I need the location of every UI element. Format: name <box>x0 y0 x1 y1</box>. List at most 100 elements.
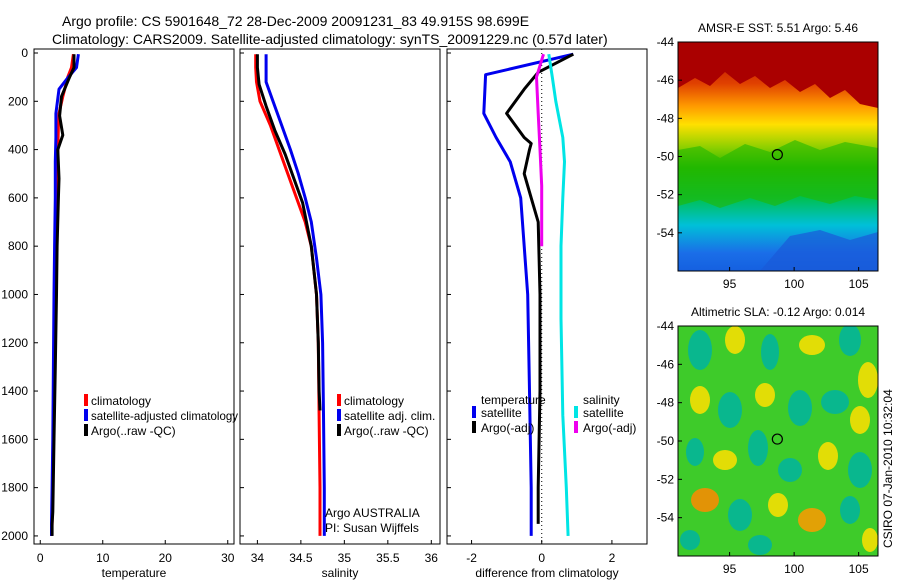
map-y-tick-label: -44 <box>657 319 675 333</box>
figure-title-line1: Argo profile: CS 5901648_72 28-Dec-2009 … <box>62 13 529 29</box>
legend-swatch-temp-argo <box>472 421 476 433</box>
legend-label-satellite: satellite-adjusted climatology <box>91 409 238 423</box>
map-x-tick-label: 95 <box>723 562 737 576</box>
series-line-satellite <box>264 54 326 536</box>
legend-heading-salinity: salinity <box>583 393 620 407</box>
map-y-tick-label: -52 <box>657 472 675 486</box>
y-tick-label: 0 <box>21 46 28 60</box>
temperature-legend: climatology satellite-adjusted climatolo… <box>84 394 238 438</box>
salinity-panel: 34 34.5 35 35.5 36 salinity climatology sate… <box>239 48 441 580</box>
sla-eddy <box>818 442 838 470</box>
x-tick-label: 0 <box>37 551 44 565</box>
map-y-tick-label: -54 <box>657 511 675 525</box>
series-line-argo <box>255 54 322 411</box>
legend-label-climatology: climatology <box>344 394 404 408</box>
sla-eddy <box>688 330 712 370</box>
sla-eddy <box>713 450 737 470</box>
annotation-pi: PI: Susan Wijffels <box>325 521 419 535</box>
map-y-tick-label: -48 <box>657 396 675 410</box>
sla-eddy <box>680 530 700 550</box>
difference-legend: temperature satellite Argo(-adj) salinit… <box>472 393 636 435</box>
legend-swatch-argo <box>337 424 341 436</box>
series-line-temperature-argo <box>505 52 574 524</box>
map-x-tick-label: 105 <box>849 277 869 291</box>
sla-eddy <box>728 499 752 531</box>
legend-swatch-sal-argo <box>574 421 578 433</box>
map-x-tick-label: 100 <box>784 277 804 291</box>
salinity-axes-frame <box>239 48 441 545</box>
x-tick-label: 35.5 <box>376 551 400 565</box>
x-tick-label: -2 <box>466 551 477 565</box>
temperature-xlabel: temperature <box>102 566 167 580</box>
map-y-tick-label: -44 <box>657 35 675 49</box>
series-line-salinity-argo <box>535 53 545 247</box>
series-line-argo <box>50 54 76 536</box>
x-tick-label: 34.5 <box>289 551 313 565</box>
map-y-tick-label: -52 <box>657 188 675 202</box>
legend-swatch-temp-satellite <box>472 406 476 418</box>
sla-eddy <box>691 488 719 512</box>
sla-eddy <box>748 535 772 555</box>
figure-title-line2: Climatology: CARS2009. Satellite-adjuste… <box>52 31 608 47</box>
sla-eddy <box>768 493 788 517</box>
temperature-panel: 0 10 20 30 0 200 400 600 800 1000 1200 1400 1600 1800… <box>1 46 238 580</box>
x-tick-label: 20 <box>159 551 173 565</box>
argo-float-location-marker <box>771 148 783 161</box>
argo-float-location-marker <box>771 433 783 445</box>
series-line-climatology <box>254 54 322 536</box>
sla-eddy <box>725 326 745 354</box>
difference-panel: -2 0 2 difference from climatology tempera… <box>446 48 648 580</box>
y-tick-label: 1800 <box>1 481 28 495</box>
sla-eddy <box>761 334 779 370</box>
sla-eddy <box>690 386 710 414</box>
sla-eddy <box>821 390 849 414</box>
y-tick-label: 1600 <box>1 432 28 446</box>
map-x-tick-label: 95 <box>723 277 737 291</box>
legend-label-temp-satellite: satellite <box>481 406 522 420</box>
sst-green-band <box>678 140 878 208</box>
sla-eddy <box>748 430 768 466</box>
x-tick-label: 35 <box>338 551 352 565</box>
map-y-tick-label: -50 <box>657 150 675 164</box>
sst-map-title: AMSR-E SST: 5.51 Argo: 5.46 <box>698 21 858 35</box>
map-y-tick-label: -54 <box>657 226 675 240</box>
legend-swatch-climatology <box>84 394 88 406</box>
map-x-tick-label: 105 <box>849 562 869 576</box>
amsre-sst-map: AMSR-E SST: 5.51 Argo: 5.46 95 100 105 -44 -… <box>657 21 879 291</box>
difference-xlabel: difference from climatology <box>475 566 618 580</box>
legend-swatch-satellite <box>84 409 88 421</box>
x-tick-label: 30 <box>221 551 235 565</box>
legend-label-sal-argo: Argo(-adj) <box>583 421 636 435</box>
map-y-tick-label: -50 <box>657 434 675 448</box>
sla-eddy <box>788 390 812 426</box>
x-tick-label: 34 <box>251 551 265 565</box>
y-tick-label: 2000 <box>1 529 28 543</box>
sla-eddy <box>799 335 825 355</box>
sla-eddy <box>686 438 704 466</box>
legend-swatch-climatology <box>337 394 341 406</box>
map-y-tick-label: -46 <box>657 73 675 87</box>
legend-label-satellite: satellite adj. clim. <box>344 409 435 423</box>
legend-label-argo: Argo(..raw -QC) <box>91 424 176 438</box>
y-tick-label: 600 <box>8 191 28 205</box>
sst-cold-region <box>760 230 878 271</box>
map-x-tick-label: 100 <box>784 562 804 576</box>
y-tick-label: 1200 <box>1 336 28 350</box>
legend-swatch-argo <box>84 424 88 436</box>
legend-label-temp-argo: Argo(-adj) <box>481 421 534 435</box>
temperature-axes-frame <box>33 48 235 545</box>
x-tick-label: 36 <box>425 551 439 565</box>
legend-label-climatology: climatology <box>91 394 151 408</box>
x-tick-label: 10 <box>96 551 110 565</box>
series-line-temperature-satellite <box>482 52 574 536</box>
map-y-tick-label: -48 <box>657 111 675 125</box>
legend-swatch-satellite <box>337 409 341 421</box>
annotation-argo-australia: Argo AUSTRALIA <box>325 506 420 520</box>
sla-eddy <box>798 508 826 532</box>
sla-eddy <box>755 383 775 407</box>
sst-warm-region <box>678 42 878 108</box>
x-tick-label: 0 <box>538 551 545 565</box>
sla-eddy <box>839 326 861 356</box>
sla-eddy <box>718 392 742 428</box>
sla-eddy <box>858 362 878 398</box>
